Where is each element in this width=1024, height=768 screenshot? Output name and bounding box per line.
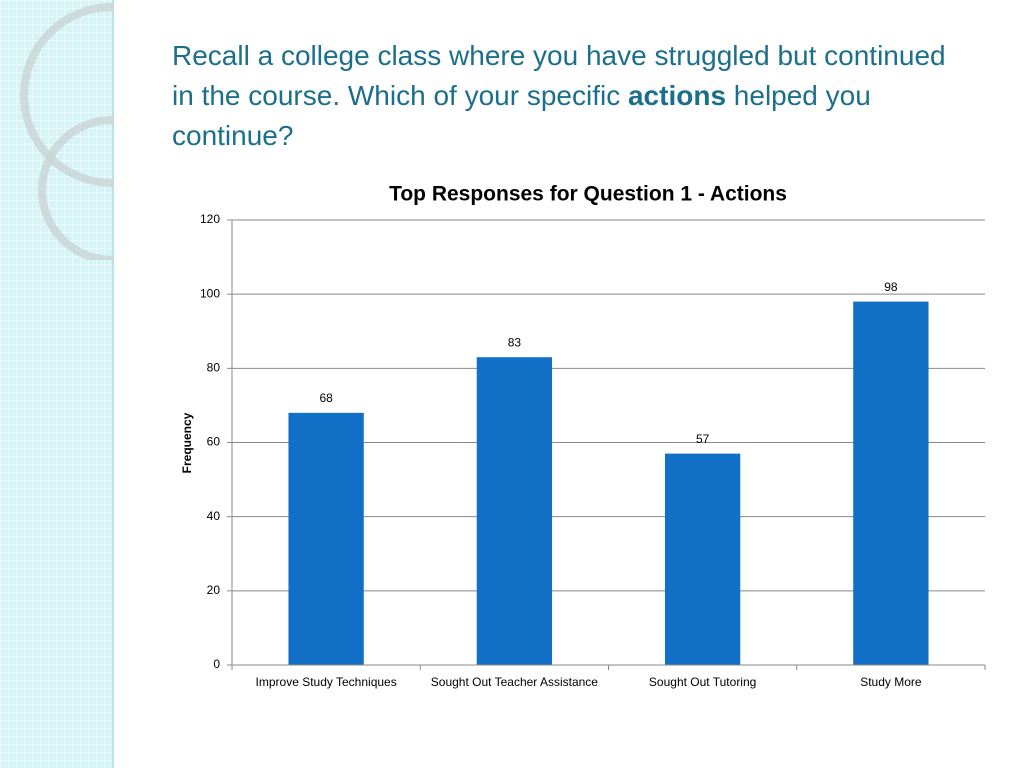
x-tick-label: Study More: [860, 675, 922, 689]
y-tick-label: 100: [200, 286, 220, 300]
x-tick-label: Sought Out Teacher Assistance: [431, 675, 599, 689]
y-axis-label: Frequency: [180, 412, 194, 473]
data-label: 83: [508, 335, 522, 349]
slide-title: Recall a college class where you have st…: [172, 36, 962, 156]
y-tick-label: 0: [213, 657, 220, 671]
y-tick-label: 80: [207, 361, 221, 375]
y-tick-label: 60: [207, 435, 221, 449]
y-tick-label: 40: [207, 509, 221, 523]
x-tick-label: Improve Study Techniques: [256, 675, 397, 689]
data-label: 98: [884, 280, 898, 294]
y-tick-label: 120: [200, 212, 220, 226]
data-label: 57: [696, 432, 710, 446]
decorative-strip: [0, 0, 114, 768]
title-text: Recall a college class where you have st…: [172, 40, 946, 111]
bar: [664, 453, 741, 665]
y-tick-label: 20: [207, 583, 221, 597]
title-emphasis: actions: [627, 80, 727, 111]
data-label: 68: [319, 391, 333, 405]
bar: [476, 357, 553, 665]
x-tick-label: Sought Out Tutoring: [649, 675, 756, 689]
title-text: helped you continue?: [172, 80, 871, 151]
chart-title: Top Responses for Question 1 - Actions: [389, 183, 787, 206]
decorative-rings: [20, 0, 130, 260]
bar: [853, 301, 929, 665]
bar: [288, 412, 364, 665]
